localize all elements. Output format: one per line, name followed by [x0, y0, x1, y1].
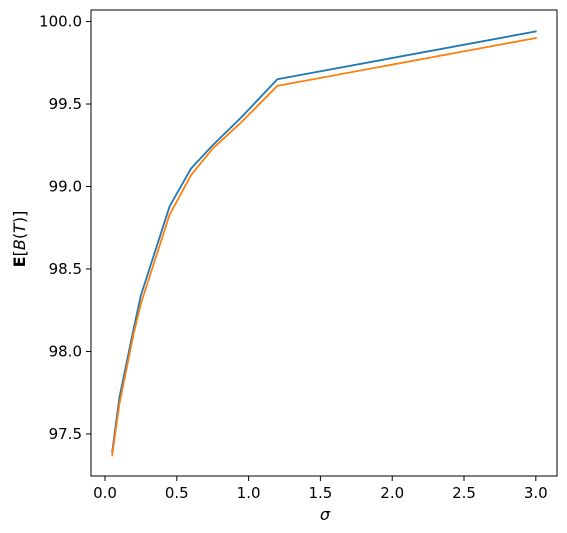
x-tick-label: 0.5	[165, 484, 189, 502]
y-axis-label: E[B(T)]	[10, 211, 29, 268]
y-axis-label-open: [	[10, 250, 29, 256]
series-layer	[111, 30, 537, 457]
series-line-1	[111, 30, 537, 454]
y-axis-label-paren-open: (	[10, 233, 29, 239]
series-line-2	[111, 36, 537, 457]
y-axis-label-paren-close: )	[10, 217, 29, 223]
y-tick-label: 98.0	[49, 342, 82, 360]
x-tick-label: 1.5	[308, 484, 332, 502]
y-axis-label-arg: T	[10, 222, 29, 233]
y-tick-label: 99.0	[49, 178, 82, 196]
x-tick-label: 2.5	[452, 484, 476, 502]
y-axis-label-var: B	[10, 239, 29, 250]
y-tick-label: 100.0	[39, 13, 82, 31]
x-tick-label: 1.0	[237, 484, 261, 502]
y-axis-label-prefix: E	[10, 256, 29, 267]
x-tick-label: 3.0	[524, 484, 548, 502]
y-axis-label-close: ]	[10, 211, 29, 217]
x-axis: 0.0 0.5 1.0 1.5 2.0 2.5 3.0	[93, 476, 548, 502]
x-axis-label: σ	[320, 505, 331, 524]
plot-frame	[90, 9, 558, 477]
y-tick-label: 97.5	[49, 425, 82, 443]
y-axis: 97.5 98.0 98.5 99.0 99.5 100.0	[39, 13, 91, 443]
x-tick-label: 2.0	[380, 484, 404, 502]
y-tick-label: 99.5	[49, 95, 82, 113]
x-tick-label: 0.0	[93, 484, 117, 502]
y-tick-label: 98.5	[49, 260, 82, 278]
